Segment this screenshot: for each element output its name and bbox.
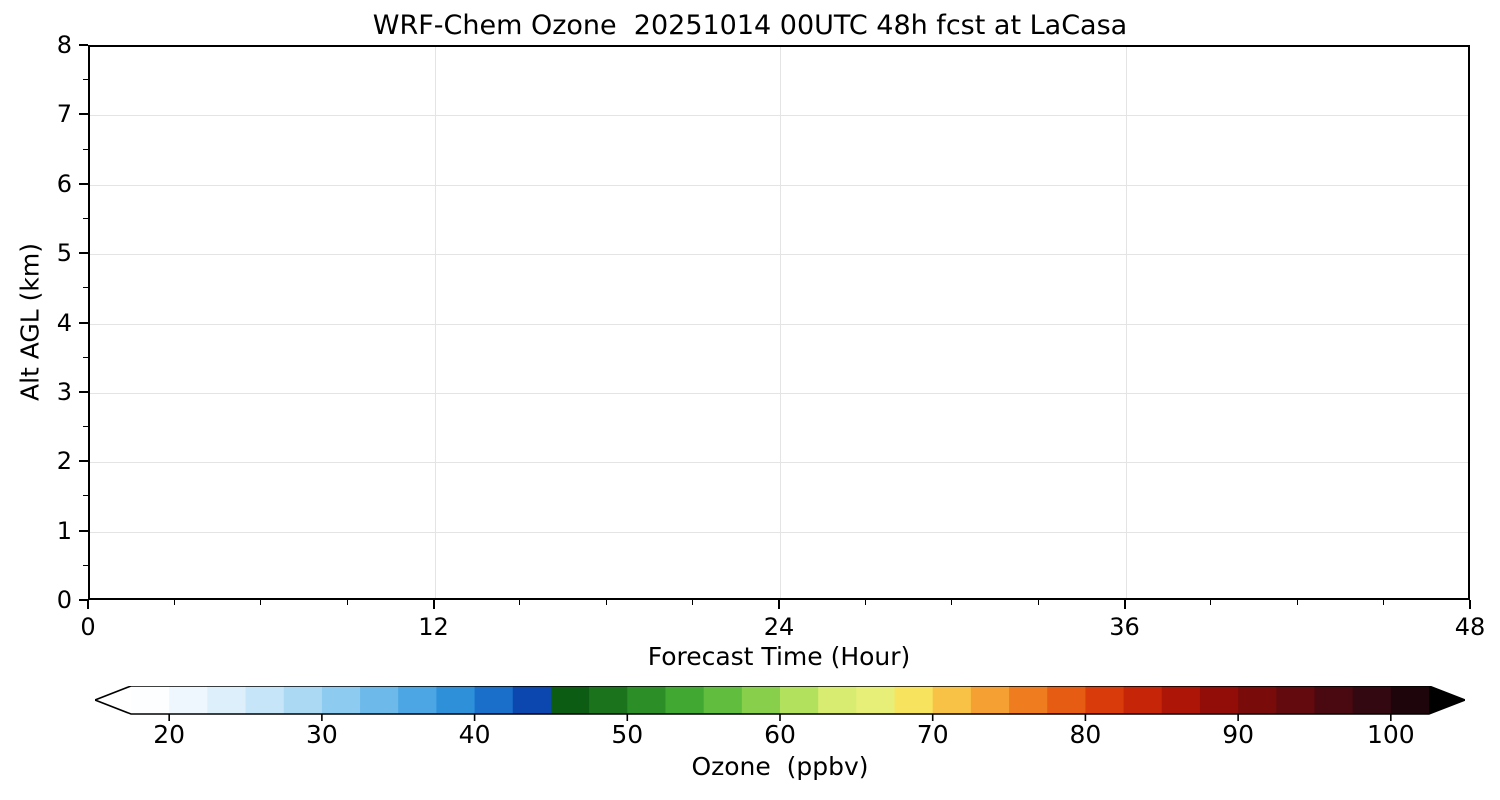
y-major-tick [79,390,88,393]
colorbar-tick-label: 50 [611,720,644,749]
y-minor-tick [83,217,88,219]
x-tick-label: 12 [418,613,449,641]
y-tick-label: 6 [56,169,72,198]
y-major-tick [79,529,88,532]
y-minor-tick [83,79,88,81]
y-major-tick [79,252,88,255]
y-gridline [90,392,1468,394]
y-tick-label: 2 [56,447,72,476]
x-minor-tick [173,600,175,605]
x-minor-tick [346,600,348,605]
x-minor-tick [864,600,866,605]
x-minor-tick [1210,600,1212,605]
chart-title: WRF-Chem Ozone 20251014 00UTC 48h fcst a… [372,10,1128,41]
x-tick-label: 0 [80,613,96,641]
y-minor-tick [83,287,88,289]
x-minor-tick [1037,600,1039,605]
y-tick-label: 4 [56,308,72,337]
y-gridline [90,462,1468,464]
colorbar-tick-label: 70 [916,720,949,749]
y-minor-tick [83,495,88,497]
x-axis-label: Forecast Time (Hour) [647,642,911,671]
x-tick-label: 24 [763,613,795,641]
colorbar-tick-label: 30 [305,720,338,749]
colorbar-bar [95,686,1465,721]
colorbar-tick-label: 90 [1222,720,1255,749]
y-major-tick [79,113,88,116]
x-major-tick [1469,600,1471,609]
colorbar-tick-label: 80 [1069,720,1102,749]
y-tick-label: 1 [56,516,72,545]
colorbar-tick-label: 100 [1366,720,1415,749]
y-tick-label: 8 [56,31,72,59]
x-minor-tick [260,600,262,605]
y-major-tick [79,182,88,185]
x-major-tick [778,600,780,609]
y-gridline [90,254,1468,256]
y-minor-tick [83,148,88,150]
y-gridline [90,184,1468,186]
x-minor-tick [519,600,521,605]
y-gridline [90,115,1468,117]
x-minor-tick [692,600,694,605]
y-minor-tick [83,356,88,358]
x-major-tick [1123,600,1126,609]
colorbar-tick-label: 20 [153,720,186,749]
colorbar-tick-label: 40 [458,720,491,749]
x-minor-tick [951,600,953,605]
y-tick-label: 7 [56,100,72,129]
x-tick-label: 48 [1454,613,1486,641]
y-tick-label: 0 [56,586,72,614]
y-major-tick [79,599,88,601]
y-gridline [90,323,1468,325]
x-gridline [1125,47,1127,598]
x-major-tick [432,600,435,609]
y-minor-tick [83,426,88,428]
y-tick-label: 3 [56,377,72,406]
colorbar-label: Ozone (ppbv) [691,752,869,781]
y-minor-tick [83,564,88,566]
y-gridline [90,531,1468,533]
y-major-tick [79,321,88,324]
plot-area [88,45,1470,600]
x-minor-tick [1296,600,1298,605]
y-tick-label: 5 [56,239,72,268]
x-gridline [434,47,436,598]
y-major-tick [79,460,88,463]
x-major-tick [87,600,89,609]
x-minor-tick [1383,600,1385,605]
colorbar-tick-label: 60 [764,720,796,749]
x-gridline [780,47,781,598]
x-tick-label: 36 [1109,613,1140,641]
y-major-tick [79,44,88,46]
colorbar: 20 30 40 50 60 70 80 90 100 Ozone (ppbv) [95,686,1465,796]
x-minor-tick [605,600,607,605]
y-axis-label: Alt AGL (km) [15,242,45,402]
